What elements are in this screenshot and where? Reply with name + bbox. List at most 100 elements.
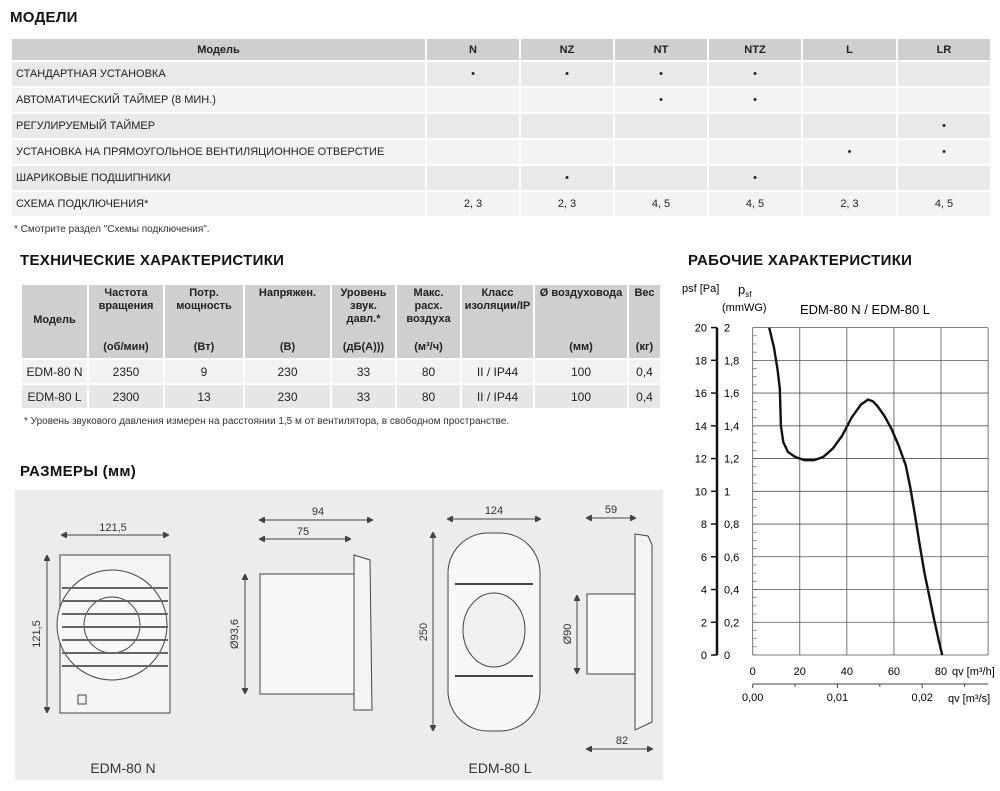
feature-cell bbox=[613, 164, 709, 192]
y-right-unit: (mmWG) bbox=[722, 302, 767, 314]
models-col-header: N bbox=[425, 37, 521, 62]
feature-cell bbox=[425, 164, 521, 192]
tech-col-header: Напряжен. (В) bbox=[243, 283, 332, 360]
dimensions-drawing: 121,5 121,5 94 75 Ø93,6 124 250 59 82 Ø9… bbox=[15, 490, 663, 780]
x-tick-label: 60 bbox=[888, 666, 900, 678]
feature-cell: 2, 3 bbox=[519, 190, 615, 218]
feature-cell: 2, 3 bbox=[801, 190, 898, 218]
tech-cell: II / IP44 bbox=[460, 358, 535, 385]
tech-cell: 9 bbox=[163, 358, 245, 385]
n-duct-label: Ø93,6 bbox=[229, 619, 241, 649]
edm80l-side-view bbox=[577, 518, 652, 749]
tech-section: Модель Частота вращения (об/мин) Потр. мощн… bbox=[20, 283, 662, 427]
feature-cell: • bbox=[707, 164, 803, 192]
feature-cell: • bbox=[519, 60, 615, 88]
l-width-label: 124 bbox=[485, 505, 503, 517]
models-row: РЕГУЛИРУЕМЫЙ ТАЙМЕР • bbox=[10, 112, 992, 140]
tech-cell: EDM-80 L bbox=[20, 383, 89, 410]
feature-label: СТАНДАРТНАЯ УСТАНОВКА bbox=[10, 60, 427, 88]
tech-row: EDM-80 L 2300 13 230 33 80 II / IP44 100 0,4 bbox=[20, 383, 662, 410]
tech-cell: 80 bbox=[395, 358, 462, 385]
feature-cell bbox=[519, 138, 615, 166]
y-left-label: psf [Pa] bbox=[682, 283, 719, 295]
l-depth-bottom-label: 82 bbox=[616, 735, 628, 747]
models-row: СТАНДАРТНАЯ УСТАНОВКА • • • • bbox=[10, 60, 992, 88]
feature-cell bbox=[707, 112, 803, 140]
x-axis-label: qv [m³/h] bbox=[952, 666, 995, 678]
feature-cell: 4, 5 bbox=[896, 190, 992, 218]
series-line bbox=[768, 327, 944, 656]
tech-col-header: Макс. расх. воздуха (м³/ч) bbox=[395, 283, 462, 360]
mmwg-tick-label: 0 bbox=[724, 650, 730, 662]
feature-cell: • bbox=[707, 86, 803, 114]
feature-cell bbox=[896, 164, 992, 192]
x2-tick-label: 0,00 bbox=[742, 692, 763, 704]
feature-cell: 2, 3 bbox=[425, 190, 521, 218]
feature-cell: • bbox=[519, 164, 615, 192]
tech-table: Модель Частота вращения (об/мин) Потр. мощн… bbox=[20, 283, 662, 410]
feature-cell bbox=[896, 60, 992, 88]
pa-tick-label: 6 bbox=[701, 552, 707, 564]
mmwg-tick-label: 1,8 bbox=[724, 355, 739, 367]
feature-label: УСТАНОВКА НА ПРЯМОУГОЛЬНОЕ ВЕНТИЛЯЦИОННО… bbox=[10, 138, 427, 166]
mmwg-tick-label: 1,6 bbox=[724, 388, 739, 400]
y-right-symbol: psf bbox=[738, 282, 752, 299]
models-col-header: L bbox=[801, 37, 898, 62]
feature-cell bbox=[519, 112, 615, 140]
feature-cell bbox=[519, 86, 615, 114]
tech-footnote: * Уровень звукового давления измерен на … bbox=[24, 416, 510, 427]
mmwg-tick-label: 1,4 bbox=[724, 421, 739, 433]
pa-tick-label: 12 bbox=[695, 454, 707, 466]
models-col-header: NTZ bbox=[707, 37, 803, 62]
feature-cell: • bbox=[707, 60, 803, 88]
chart-title: EDM-80 N / EDM-80 L bbox=[800, 302, 930, 317]
feature-cell bbox=[425, 86, 521, 114]
feature-cell bbox=[425, 112, 521, 140]
models-section: Модель N NZ NT NTZ L LR СТАНДАРТНАЯ УСТАНОВКА • •… bbox=[10, 37, 992, 235]
tech-cell: EDM-80 N bbox=[20, 358, 89, 385]
pa-tick-label: 10 bbox=[695, 486, 707, 498]
feature-cell: • bbox=[896, 112, 992, 140]
tech-col-header: Класс изоляции/IP bbox=[460, 283, 535, 360]
mmwg-tick-label: 2 bbox=[724, 323, 730, 335]
x2-axis-label: qv [m³/s] bbox=[948, 693, 990, 705]
x-tick-label: 80 bbox=[935, 666, 947, 678]
feature-label: АВТОМАТИЧЕСКИЙ ТАЙМЕР (8 МИН.) bbox=[10, 86, 427, 114]
tech-cell: 0,4 bbox=[627, 383, 662, 410]
mmwg-tick-label: 0,6 bbox=[724, 552, 739, 564]
chart-section-title: РАБОЧИЕ ХАРАКТЕРИСТИКИ bbox=[688, 252, 913, 269]
n-model-label: EDM-80 N bbox=[90, 760, 155, 776]
edm80n-front-view bbox=[47, 535, 171, 714]
models-row: УСТАНОВКА НА ПРЯМОУГОЛЬНОЕ ВЕНТИЛЯЦИОННО… bbox=[10, 138, 992, 166]
l-height-label: 250 bbox=[418, 623, 430, 641]
models-row: АВТОМАТИЧЕСКИЙ ТАЙМЕР (8 МИН.) • • bbox=[10, 86, 992, 114]
x-tick-label: 40 bbox=[841, 666, 853, 678]
tech-cell: 230 bbox=[243, 358, 332, 385]
feature-cell bbox=[613, 112, 709, 140]
n-height-label: 121,5 bbox=[31, 620, 43, 648]
feature-cell: • bbox=[425, 60, 521, 88]
x-tick-label: 20 bbox=[794, 666, 806, 678]
feature-cell bbox=[801, 60, 898, 88]
feature-cell: • bbox=[613, 86, 709, 114]
feature-cell bbox=[707, 138, 803, 166]
n-width-label: 121,5 bbox=[99, 522, 127, 534]
models-col-header: Модель bbox=[10, 37, 427, 62]
tech-cell: 100 bbox=[533, 383, 629, 410]
n-depth-body-label: 75 bbox=[297, 526, 309, 538]
feature-cell: • bbox=[896, 138, 992, 166]
l-depth-top-label: 59 bbox=[605, 504, 617, 516]
models-row: СХЕМА ПОДКЛЮЧЕНИЯ* 2, 3 2, 3 4, 5 4, 5 2, 3 4,… bbox=[10, 190, 992, 218]
l-model-label: EDM-80 L bbox=[468, 760, 531, 776]
tech-col-header: Вес (кг) bbox=[627, 283, 662, 360]
feature-label: ШАРИКОВЫЕ ПОДШИПНИКИ bbox=[10, 164, 427, 192]
pa-tick-label: 2 bbox=[701, 617, 707, 629]
models-col-header: NZ bbox=[519, 37, 615, 62]
tech-col-header: Потр. мощность (Вт) bbox=[163, 283, 245, 360]
tech-cell: 33 bbox=[330, 383, 397, 410]
feature-cell: • bbox=[613, 60, 709, 88]
models-col-header: LR bbox=[896, 37, 992, 62]
pa-tick-label: 16 bbox=[695, 388, 707, 400]
tech-row: EDM-80 N 2350 9 230 33 80 II / IP44 100 0,4 bbox=[20, 358, 662, 385]
pa-tick-label: 8 bbox=[701, 519, 707, 531]
